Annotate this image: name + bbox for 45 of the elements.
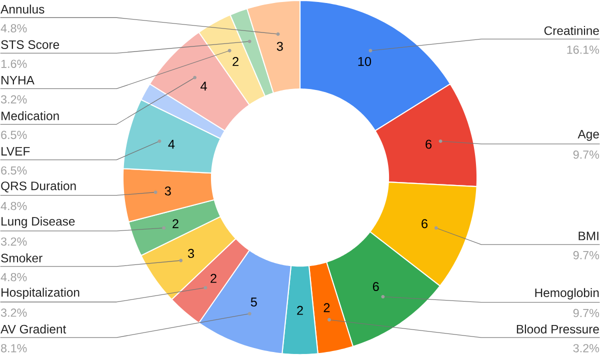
text: 3.2%	[0, 95, 27, 104]
data-label: 3	[164, 186, 171, 196]
data-label: 6	[372, 282, 379, 291]
slice-label: Lung Disease	[2, 216, 75, 228]
slice-label: BMI	[578, 232, 598, 240]
data-label: 5	[250, 298, 257, 306]
text: 3.2%	[0, 308, 27, 317]
text: 3.2%	[573, 344, 600, 352]
data-label: 3	[276, 42, 283, 51]
text: 4.8%	[0, 202, 27, 210]
text: 8.1%	[1, 344, 27, 352]
text: 9.7%	[573, 250, 600, 260]
slice-label: AV Gradient	[0, 324, 66, 334]
slice-label: Creatinine	[544, 26, 599, 35]
data-label: 6	[426, 140, 432, 149]
slice-label: QRS Duration	[1, 181, 76, 192]
slice-label: Medication	[2, 111, 59, 120]
text: 6.5%	[1, 166, 27, 175]
text: 1.6%	[1, 60, 27, 68]
slice-label: LVEF	[2, 147, 30, 156]
text: 9.7%	[573, 308, 600, 318]
text: 3.2%	[0, 237, 27, 246]
slice-label: Hospitalization	[2, 288, 80, 300]
slice-label: Blood Pressure	[516, 324, 599, 334]
data-label: 2	[324, 303, 330, 312]
data-label: 2	[210, 274, 216, 283]
data-label: 2	[172, 219, 178, 228]
data-label: 6	[422, 219, 428, 228]
data-label: 4	[168, 140, 175, 149]
text: 4.8%	[0, 272, 27, 282]
data-label: 10	[358, 56, 372, 66]
slice-label: NYHA	[2, 76, 34, 84]
text: 9.7%	[573, 150, 600, 159]
text: 4.8%	[0, 24, 27, 32]
slice-label: Hemoglobin	[535, 288, 599, 300]
text: 6.5%	[1, 130, 27, 140]
slice-label: Annulus	[0, 4, 44, 14]
data-label: 2	[232, 56, 238, 66]
text: 16.1%	[567, 46, 600, 54]
slice-label: STS Score	[1, 40, 60, 49]
slice-label: Smoker	[1, 253, 42, 262]
data-label: 2	[297, 306, 303, 315]
slice-label: Age	[578, 130, 599, 141]
data-label: 4	[200, 82, 207, 90]
data-label: 3	[188, 248, 194, 258]
